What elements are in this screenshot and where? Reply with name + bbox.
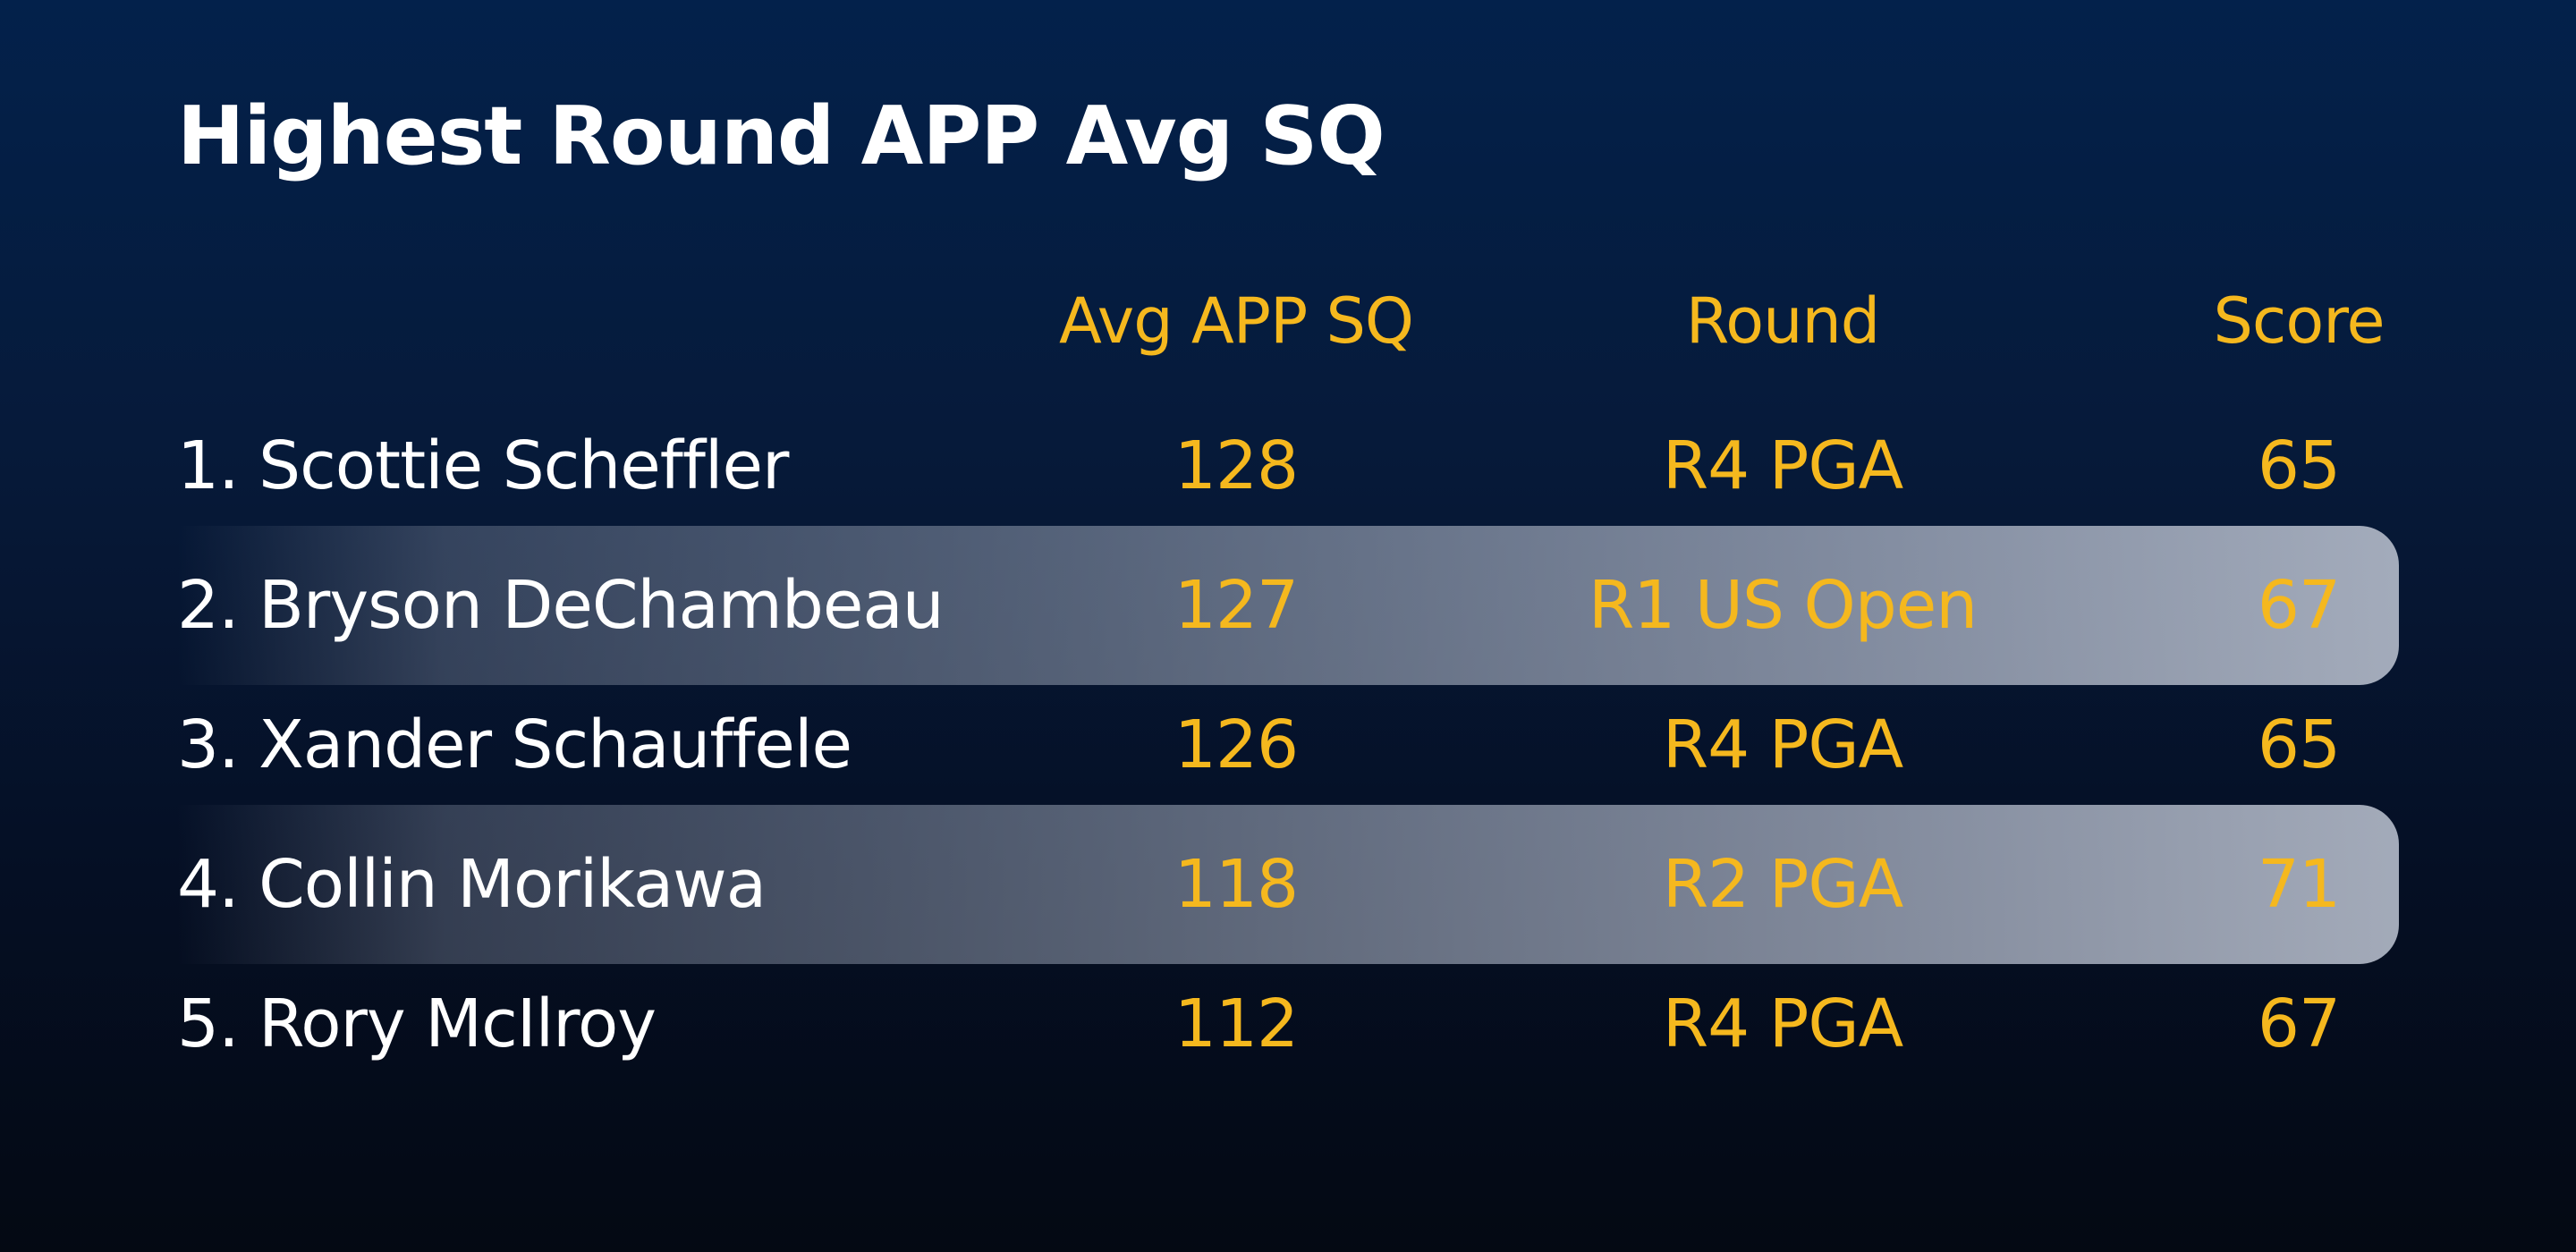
score-value: 65	[2257, 427, 2341, 504]
round-value: R1 US Open	[1588, 567, 1978, 644]
table-row: 5. Rory McIlroy 112 R4 PGA 67	[177, 944, 2399, 1104]
row-highlight	[177, 805, 2399, 964]
column-header-round: Round	[1685, 284, 1880, 358]
table-row: 1. Scottie Scheffler 128 R4 PGA 65	[177, 386, 2399, 546]
player-name: 5. Rory McIlroy	[177, 986, 657, 1062]
table-row: 4. Collin Morikawa 118 R2 PGA 71	[177, 805, 2399, 964]
player-name: 1. Scottie Scheffler	[177, 427, 789, 504]
avg-app-sq-value: 128	[1174, 427, 1299, 504]
round-value: R4 PGA	[1662, 986, 1904, 1062]
round-value: R4 PGA	[1662, 427, 1904, 504]
avg-app-sq-value: 112	[1174, 986, 1299, 1062]
round-value: R2 PGA	[1662, 846, 1904, 923]
player-name: 3. Xander Schauffele	[177, 706, 852, 783]
table-row: 2. Bryson DeChambeau 127 R1 US Open 67	[177, 526, 2399, 685]
table-row: 3. Xander Schauffele 126 R4 PGA 65	[177, 665, 2399, 825]
round-value: R4 PGA	[1662, 706, 1904, 783]
score-value: 71	[2257, 846, 2341, 923]
avg-app-sq-value: 118	[1174, 846, 1299, 923]
avg-app-sq-value: 126	[1174, 706, 1299, 783]
score-value: 65	[2257, 706, 2341, 783]
player-name: 4. Collin Morikawa	[177, 846, 767, 923]
avg-app-sq-value: 127	[1174, 567, 1299, 644]
score-value: 67	[2257, 986, 2341, 1062]
score-value: 67	[2257, 567, 2341, 644]
column-header-avg-app-sq: Avg APP SQ	[1059, 284, 1414, 358]
row-highlight	[177, 526, 2399, 685]
column-header-score: Score	[2213, 284, 2385, 358]
player-name: 2. Bryson DeChambeau	[177, 567, 945, 644]
chart-title: Highest Round APP Avg SQ	[177, 89, 1385, 183]
